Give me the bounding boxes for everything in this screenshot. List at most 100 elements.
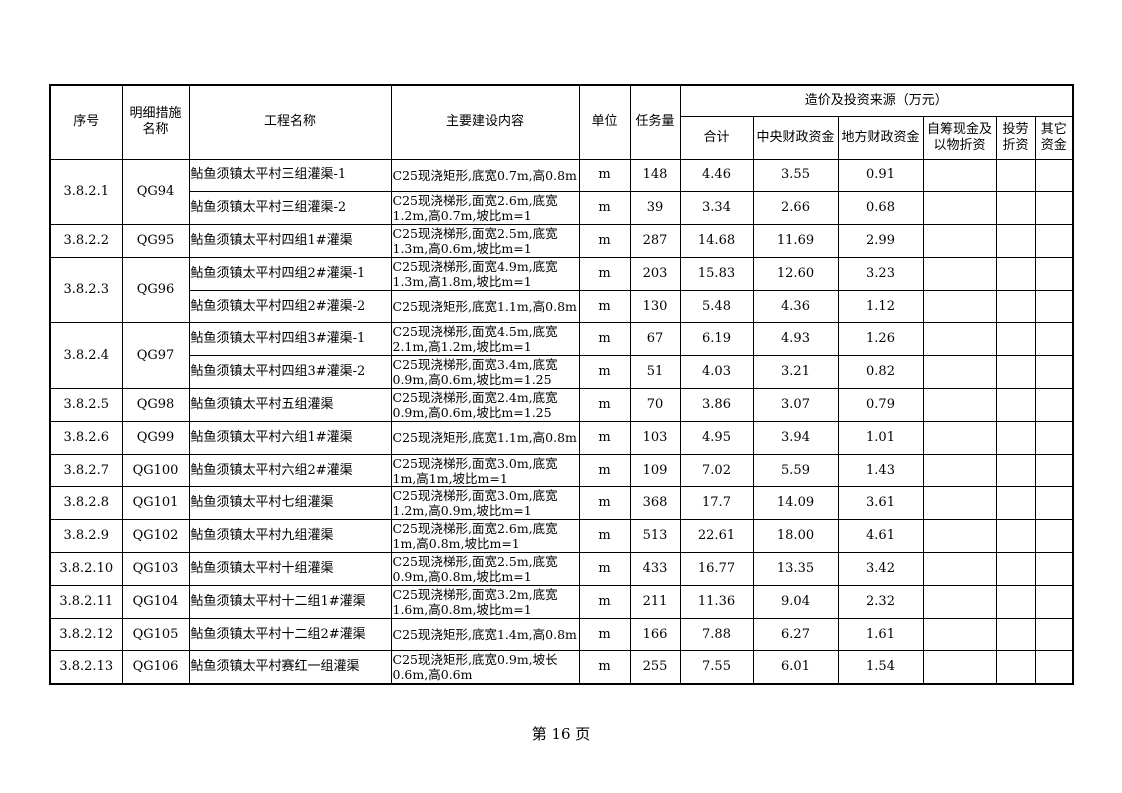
other-fund-cell [1034, 486, 1074, 521]
content-cell: C25现浇梯形,面宽3.4m,底宽0.9m,高0.6m,坡比m=1.25 [390, 355, 580, 390]
seq-cell: 3.8.2.10 [49, 552, 123, 586]
unit-cell: m [578, 650, 631, 685]
content-cell: C25现浇矩形,底宽1.1m,高0.8m [390, 420, 580, 455]
unit-cell: m [578, 453, 631, 488]
table-row: 3.8.2.13 QG106 鲇鱼须镇太平村赛红一组灌渠 C25现浇矩形,底宽0.9m… [49, 650, 1074, 685]
local-fund-cell: 0.82 [837, 355, 924, 390]
project-name-cell: 鲇鱼须镇太平村六组1#灌渠 [188, 420, 392, 455]
local-fund-cell: 2.99 [837, 224, 924, 258]
table-row: 3.8.2.4 QG97 鲇鱼须镇太平村四组3#灌渠-1 C25现浇梯形,面宽4.5m… [49, 322, 1074, 390]
page-number: 第 16 页 [531, 725, 591, 743]
seq-cell: 3.8.2.7 [49, 453, 123, 488]
other-fund-cell [1034, 289, 1074, 324]
self-fund-cell [922, 420, 997, 455]
other-fund-cell [1034, 322, 1074, 357]
local-fund-cell: 1.26 [837, 322, 924, 357]
table-row: 鲇鱼须镇太平村四组2#灌渠-2 C25现浇矩形,底宽1.1m,高0.8m m 130 5… [50, 289, 1074, 324]
local-fund-cell: 0.91 [837, 158, 924, 193]
quantity-cell: 148 [629, 158, 681, 193]
local-fund-cell: 3.42 [837, 552, 924, 586]
content-cell: C25现浇梯形,面宽2.6m,底宽1m,高0.8m,坡比m=1 [390, 519, 580, 554]
quantity-cell: 203 [629, 256, 681, 291]
table-row: 3.8.2.10 QG103 鲇鱼须镇太平村十组灌渠 C25现浇梯形,面宽2.5m,底… [49, 552, 1074, 586]
measure-cell: QG95 [121, 224, 190, 258]
local-fund-cell: 1.12 [837, 289, 924, 324]
central-fund-cell: 3.94 [752, 420, 839, 455]
measure-cell: QG104 [121, 584, 190, 619]
header-other: 其它资金 [1034, 115, 1074, 160]
central-fund-cell: 11.69 [752, 224, 839, 258]
total-cell: 7.02 [679, 453, 754, 488]
central-fund-cell: 4.93 [752, 322, 839, 357]
other-fund-cell [1034, 650, 1074, 685]
project-name-cell: 鲇鱼须镇太平村三组灌渠-2 [188, 191, 392, 226]
labor-cell [995, 388, 1036, 422]
central-fund-cell: 3.21 [752, 355, 839, 390]
seq-cell: 3.8.2.1 [49, 158, 123, 226]
total-cell: 22.61 [679, 519, 754, 554]
labor-cell [995, 289, 1036, 324]
measure-cell: QG105 [121, 617, 190, 652]
project-name-cell: 鲇鱼须镇太平村七组灌渠 [188, 486, 392, 521]
self-fund-cell [922, 322, 997, 357]
quantity-cell: 287 [629, 224, 681, 258]
table-row: 3.8.2.9 QG102 鲇鱼须镇太平村九组灌渠 C25现浇梯形,面宽2.6m,底宽… [49, 519, 1074, 554]
central-fund-cell: 9.04 [752, 584, 839, 619]
total-cell: 17.7 [679, 486, 754, 521]
quantity-cell: 433 [629, 552, 681, 586]
project-name-cell: 鲇鱼须镇太平村十二组1#灌渠 [188, 584, 392, 619]
total-cell: 14.68 [679, 224, 754, 258]
measure-cell: QG100 [121, 453, 190, 488]
table-row: 3.8.2.7 QG100 鲇鱼须镇太平村六组2#灌渠 C25现浇梯形,面宽3.0m,… [49, 453, 1074, 488]
labor-cell [995, 420, 1036, 455]
unit-cell: m [578, 584, 631, 619]
other-fund-cell [1034, 256, 1074, 291]
unit-cell: m [578, 289, 631, 324]
table-row: 3.8.2.8 QG101 鲇鱼须镇太平村七组灌渠 C25现浇梯形,面宽3.0m,底宽… [49, 486, 1074, 521]
other-fund-cell [1034, 617, 1074, 652]
header-unit: 单位 [578, 84, 631, 160]
other-fund-cell [1034, 158, 1074, 193]
quantity-cell: 67 [629, 322, 681, 357]
local-fund-cell: 3.61 [837, 486, 924, 521]
other-fund-cell [1034, 453, 1074, 488]
content-cell: C25现浇梯形,面宽2.5m,底宽1.3m,高0.6m,坡比m=1 [390, 224, 580, 258]
project-name-cell: 鲇鱼须镇太平村赛红一组灌渠 [188, 650, 392, 685]
local-fund-cell: 1.43 [837, 453, 924, 488]
other-fund-cell [1034, 519, 1074, 554]
unit-cell: m [578, 158, 631, 193]
content-cell: C25现浇矩形,底宽0.7m,高0.8m [390, 158, 580, 193]
project-name-cell: 鲇鱼须镇太平村四组3#灌渠-2 [188, 355, 392, 390]
table-row: 3.8.2.2 QG95 鲇鱼须镇太平村四组1#灌渠 C25现浇梯形,面宽2.5m,底… [49, 224, 1074, 258]
content-cell: C25现浇矩形,底宽1.1m,高0.8m [390, 289, 580, 324]
total-cell: 7.55 [679, 650, 754, 685]
content-cell: C25现浇梯形,面宽3.0m,底宽1m,高1m,坡比m=1 [390, 453, 580, 488]
unit-cell: m [578, 519, 631, 554]
labor-cell [995, 191, 1036, 226]
local-fund-cell: 1.61 [837, 617, 924, 652]
unit-cell: m [578, 486, 631, 521]
unit-cell: m [578, 191, 631, 226]
labor-cell [995, 584, 1036, 619]
total-cell: 15.83 [679, 256, 754, 291]
total-cell: 3.34 [679, 191, 754, 226]
seq-cell: 3.8.2.2 [49, 224, 123, 258]
central-fund-cell: 6.01 [752, 650, 839, 685]
central-fund-cell: 3.07 [752, 388, 839, 422]
labor-cell [995, 486, 1036, 521]
seq-cell: 3.8.2.5 [49, 388, 123, 422]
total-cell: 5.48 [679, 289, 754, 324]
other-fund-cell [1034, 191, 1074, 226]
self-fund-cell [922, 388, 997, 422]
total-cell: 4.03 [679, 355, 754, 390]
content-cell: C25现浇梯形,面宽2.6m,底宽1.2m,高0.7m,坡比m=1 [390, 191, 580, 226]
unit-cell: m [578, 617, 631, 652]
total-cell: 7.88 [679, 617, 754, 652]
central-fund-cell: 3.55 [752, 158, 839, 193]
other-fund-cell [1034, 388, 1074, 422]
local-fund-cell: 1.01 [837, 420, 924, 455]
quantity-cell: 513 [629, 519, 681, 554]
total-cell: 6.19 [679, 322, 754, 357]
investment-table: 序号 明细措施名称 工程名称 主要建设内容 单位 任务量 造价及投资来源（万元）… [49, 84, 1075, 685]
header-quantity: 任务量 [629, 84, 681, 160]
